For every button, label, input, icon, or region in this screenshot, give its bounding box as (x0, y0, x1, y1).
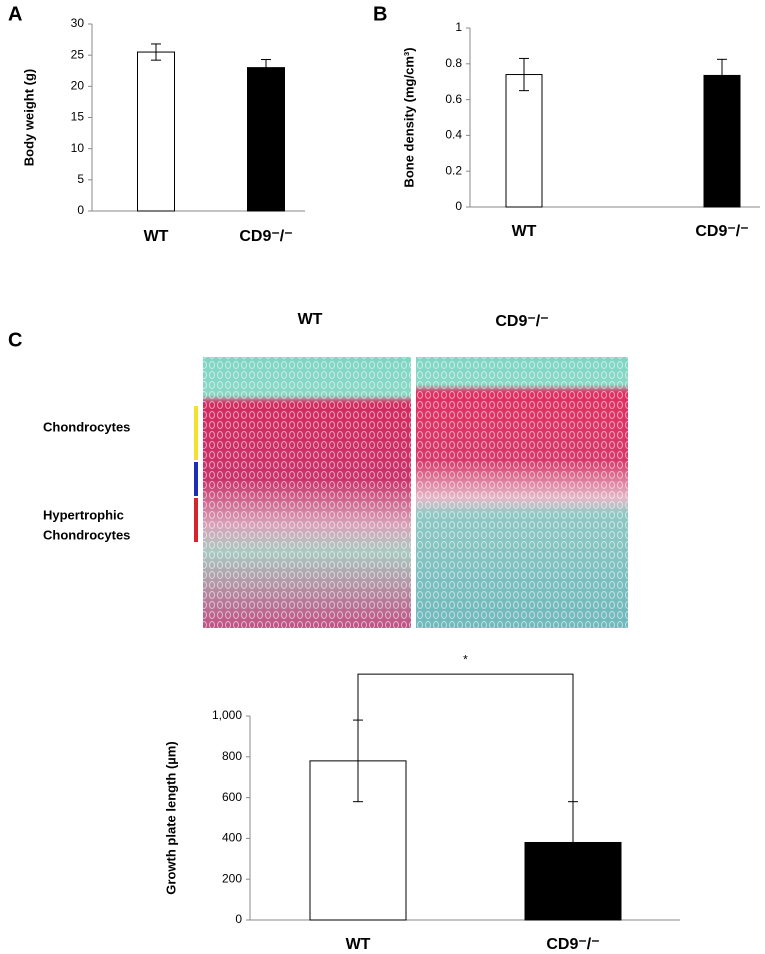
bar (703, 74, 741, 208)
bar (247, 67, 285, 212)
y-tick-label: 1 (455, 20, 462, 34)
y-tick-label: 0 (235, 912, 242, 926)
image-caption: WT (298, 311, 323, 328)
y-tick-label: 10 (71, 141, 85, 155)
panel-label: A (8, 3, 22, 25)
y-tick-label: 1,000 (212, 708, 242, 722)
y-tick-label: 0 (455, 199, 462, 213)
y-tick-label: 20 (71, 79, 85, 93)
bar (505, 74, 543, 208)
image-caption: CD9⁻/⁻ (495, 313, 548, 330)
y-tick-label: 200 (222, 871, 242, 885)
x-tick-label: WT (346, 936, 371, 953)
significance-bracket (357, 673, 574, 802)
zone-label: Chondrocytes (43, 419, 130, 434)
zone-label: Hypertrophic (43, 507, 124, 522)
y-tick-label: 0.8 (445, 56, 462, 70)
y-tick-label: 0.2 (445, 163, 462, 177)
y-tick-label: 800 (222, 749, 242, 763)
y-tick-label: 0.4 (445, 128, 462, 142)
zone-bar (194, 406, 198, 460)
y-axis-title: Body weight (g) (21, 69, 36, 167)
y-tick-label: 400 (222, 831, 242, 845)
zone-bar (194, 462, 198, 496)
cell-texture (416, 357, 628, 628)
significance-label: * (463, 652, 468, 666)
bar (137, 51, 175, 212)
zone-bar (194, 498, 198, 542)
panel-label: C (8, 329, 22, 351)
y-axis-title: Growth plate length (µm) (163, 741, 178, 894)
panel-label: B (373, 3, 387, 25)
zone-label: Chondrocytes (43, 527, 130, 542)
y-tick-label: 30 (71, 16, 85, 30)
histology-images (203, 357, 628, 628)
cell-texture (203, 357, 411, 628)
x-tick-label: WT (144, 228, 169, 245)
y-tick-label: 25 (71, 47, 85, 61)
x-tick-label: CD9⁻/⁻ (695, 223, 748, 240)
y-tick-label: 15 (71, 110, 85, 124)
x-tick-label: WT (512, 223, 537, 240)
x-tick-label: CD9⁻/⁻ (546, 936, 599, 953)
y-tick-label: 0 (77, 203, 84, 217)
y-tick-label: 600 (222, 790, 242, 804)
x-tick-label: CD9⁻/⁻ (239, 228, 292, 245)
y-axis-title: Bone density (mg/cm³) (401, 47, 416, 187)
y-tick-label: 5 (77, 172, 84, 186)
y-tick-label: 0.6 (445, 92, 462, 106)
